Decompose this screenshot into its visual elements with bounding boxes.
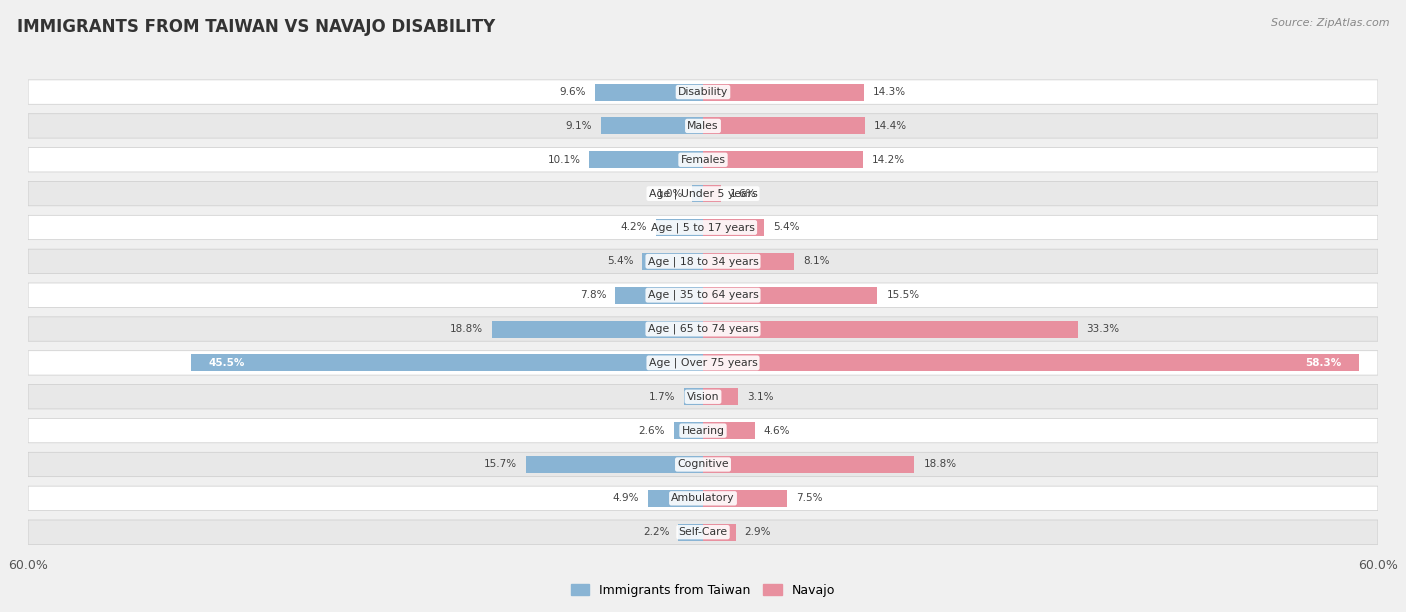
Text: 4.2%: 4.2% bbox=[620, 223, 647, 233]
Bar bbox=[703, 456, 914, 473]
FancyBboxPatch shape bbox=[28, 147, 1378, 172]
Bar bbox=[492, 321, 703, 337]
FancyBboxPatch shape bbox=[28, 317, 1378, 341]
FancyBboxPatch shape bbox=[28, 283, 1378, 307]
FancyBboxPatch shape bbox=[28, 215, 1378, 240]
Bar bbox=[692, 185, 703, 202]
Text: Source: ZipAtlas.com: Source: ZipAtlas.com bbox=[1271, 18, 1389, 28]
Text: 7.8%: 7.8% bbox=[579, 290, 606, 300]
Text: Hearing: Hearing bbox=[682, 425, 724, 436]
Text: Cognitive: Cognitive bbox=[678, 460, 728, 469]
Text: Age | 5 to 17 years: Age | 5 to 17 years bbox=[651, 222, 755, 233]
Bar bbox=[703, 422, 755, 439]
FancyBboxPatch shape bbox=[28, 80, 1378, 104]
Bar bbox=[595, 84, 703, 100]
Text: 14.4%: 14.4% bbox=[875, 121, 907, 131]
Bar bbox=[703, 524, 735, 540]
Text: 15.7%: 15.7% bbox=[484, 460, 517, 469]
Text: IMMIGRANTS FROM TAIWAN VS NAVAJO DISABILITY: IMMIGRANTS FROM TAIWAN VS NAVAJO DISABIL… bbox=[17, 18, 495, 36]
Bar bbox=[526, 456, 703, 473]
FancyBboxPatch shape bbox=[28, 452, 1378, 477]
FancyBboxPatch shape bbox=[28, 181, 1378, 206]
Text: Vision: Vision bbox=[686, 392, 720, 401]
Bar bbox=[703, 354, 1358, 371]
Text: 9.1%: 9.1% bbox=[565, 121, 592, 131]
FancyBboxPatch shape bbox=[28, 351, 1378, 375]
Bar bbox=[703, 321, 1077, 337]
Legend: Immigrants from Taiwan, Navajo: Immigrants from Taiwan, Navajo bbox=[565, 579, 841, 602]
Text: Age | 65 to 74 years: Age | 65 to 74 years bbox=[648, 324, 758, 334]
FancyBboxPatch shape bbox=[28, 419, 1378, 443]
FancyBboxPatch shape bbox=[28, 384, 1378, 409]
Text: 18.8%: 18.8% bbox=[450, 324, 482, 334]
FancyBboxPatch shape bbox=[28, 486, 1378, 510]
Bar bbox=[703, 490, 787, 507]
Text: Females: Females bbox=[681, 155, 725, 165]
Text: 10.1%: 10.1% bbox=[547, 155, 581, 165]
Text: 2.2%: 2.2% bbox=[643, 527, 669, 537]
Text: 58.3%: 58.3% bbox=[1306, 358, 1341, 368]
Text: 9.6%: 9.6% bbox=[560, 87, 586, 97]
Bar bbox=[648, 490, 703, 507]
Text: 15.5%: 15.5% bbox=[886, 290, 920, 300]
Text: Age | Under 5 years: Age | Under 5 years bbox=[648, 188, 758, 199]
Text: Age | 18 to 34 years: Age | 18 to 34 years bbox=[648, 256, 758, 267]
Bar bbox=[703, 185, 721, 202]
FancyBboxPatch shape bbox=[28, 249, 1378, 274]
Text: 4.9%: 4.9% bbox=[613, 493, 638, 503]
Text: Age | Over 75 years: Age | Over 75 years bbox=[648, 357, 758, 368]
Text: 3.1%: 3.1% bbox=[747, 392, 773, 401]
Bar bbox=[703, 151, 863, 168]
Text: 18.8%: 18.8% bbox=[924, 460, 956, 469]
Text: 45.5%: 45.5% bbox=[208, 358, 245, 368]
Text: 2.6%: 2.6% bbox=[638, 425, 665, 436]
FancyBboxPatch shape bbox=[28, 114, 1378, 138]
Text: 4.6%: 4.6% bbox=[763, 425, 790, 436]
Bar bbox=[673, 422, 703, 439]
Bar bbox=[683, 388, 703, 405]
Bar bbox=[678, 524, 703, 540]
Bar bbox=[600, 118, 703, 135]
Bar bbox=[191, 354, 703, 371]
Bar bbox=[703, 219, 763, 236]
Bar bbox=[655, 219, 703, 236]
Text: 1.0%: 1.0% bbox=[657, 188, 683, 199]
Text: Ambulatory: Ambulatory bbox=[671, 493, 735, 503]
Text: 14.2%: 14.2% bbox=[872, 155, 905, 165]
Text: Disability: Disability bbox=[678, 87, 728, 97]
Bar bbox=[703, 118, 865, 135]
Text: Males: Males bbox=[688, 121, 718, 131]
Bar bbox=[589, 151, 703, 168]
Text: 2.9%: 2.9% bbox=[745, 527, 770, 537]
Bar bbox=[643, 253, 703, 270]
Text: 33.3%: 33.3% bbox=[1087, 324, 1119, 334]
Text: 7.5%: 7.5% bbox=[796, 493, 823, 503]
Text: 1.7%: 1.7% bbox=[648, 392, 675, 401]
Text: 1.6%: 1.6% bbox=[730, 188, 756, 199]
Bar bbox=[703, 388, 738, 405]
Text: 14.3%: 14.3% bbox=[873, 87, 905, 97]
Bar bbox=[703, 84, 863, 100]
Bar bbox=[616, 287, 703, 304]
Text: 5.4%: 5.4% bbox=[607, 256, 633, 266]
Text: 8.1%: 8.1% bbox=[803, 256, 830, 266]
FancyBboxPatch shape bbox=[28, 520, 1378, 544]
Bar bbox=[703, 253, 794, 270]
Text: 5.4%: 5.4% bbox=[773, 223, 799, 233]
Text: Self-Care: Self-Care bbox=[679, 527, 727, 537]
Bar bbox=[703, 287, 877, 304]
Text: Age | 35 to 64 years: Age | 35 to 64 years bbox=[648, 290, 758, 300]
